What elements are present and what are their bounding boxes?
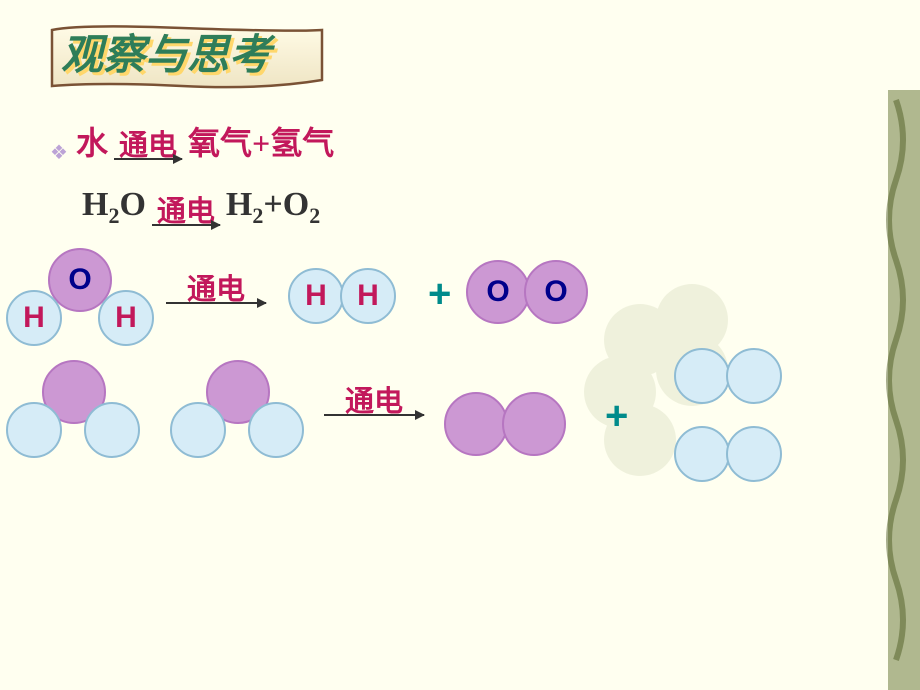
plus-sign: +	[428, 272, 451, 317]
arrow-condition-2: 通电	[152, 188, 220, 226]
hydrogen-atom	[674, 426, 730, 482]
hydrogen-atom: H	[288, 268, 344, 324]
arrow-condition-1: 通电	[114, 122, 182, 160]
equation-row-formula: H2O 通电 H2+O2	[82, 186, 320, 229]
row1-lhs: 水	[76, 118, 108, 164]
hydrogen-atom	[6, 402, 62, 458]
hydrogen-atom	[84, 402, 140, 458]
arrow-condition-3: 通电	[160, 266, 272, 304]
h2o-molecule-blank	[170, 360, 302, 456]
bullet-icon: ❖	[50, 140, 68, 165]
hydrogen-atom: H	[6, 290, 62, 346]
equation-row-chinese: 水 通电 氧气+氢气	[76, 118, 334, 164]
hydrogen-atom: H	[98, 290, 154, 346]
oxygen-atom: O	[466, 260, 530, 324]
oxygen-atom	[444, 392, 508, 456]
oxygen-atom: O	[524, 260, 588, 324]
formula-lhs: H2O	[82, 186, 146, 229]
h2-molecule-blank	[674, 426, 782, 482]
title-banner: 观察与思考 观察与思考	[50, 24, 325, 96]
hydrogen-atom	[248, 402, 304, 458]
hydrogen-atom	[726, 348, 782, 404]
plus-sign: +	[605, 394, 628, 439]
o2-molecule-labelled: O O	[466, 260, 588, 324]
o2-molecule-blank	[444, 392, 566, 456]
hydrogen-atom	[674, 348, 730, 404]
hydrogen-atom	[170, 402, 226, 458]
svg-text:观察与思考: 观察与思考	[61, 32, 276, 79]
row1-rhs: 氧气+氢气	[188, 118, 334, 164]
arrow-condition-4: 通电	[318, 378, 430, 416]
h2-molecule-labelled: H H	[288, 268, 396, 324]
h2-molecule-blank	[674, 348, 782, 404]
h2o-molecule-labelled: O H H	[6, 248, 156, 344]
hydrogen-atom	[726, 426, 782, 482]
hydrogen-atom: H	[340, 268, 396, 324]
background-decor	[0, 0, 920, 690]
formula-rhs: H2+O2	[226, 186, 320, 229]
oxygen-atom	[502, 392, 566, 456]
h2o-molecule-blank	[6, 360, 138, 456]
